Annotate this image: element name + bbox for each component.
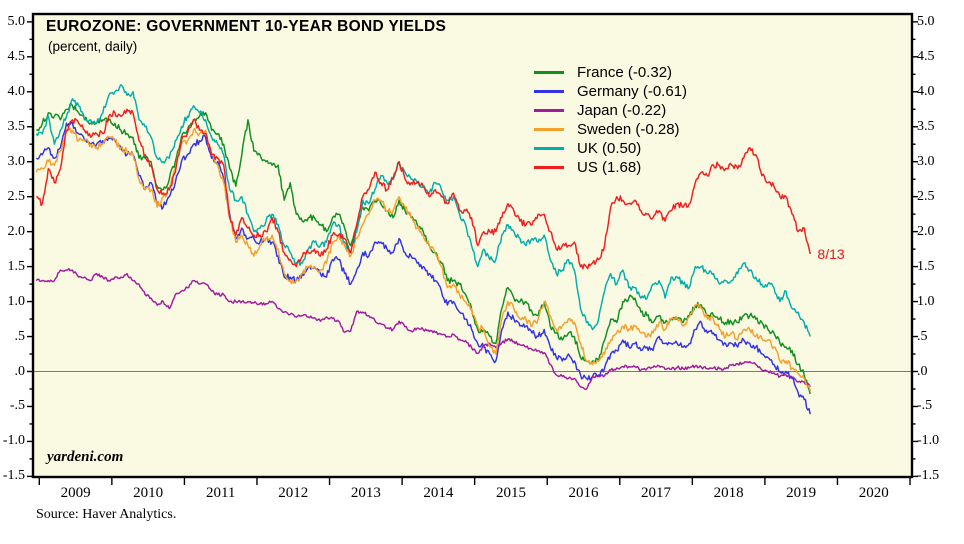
- legend: France (-0.32) Germany (-0.61) Japan (-0…: [534, 63, 687, 177]
- series-line-germany: [35, 121, 811, 415]
- x-axis-label-2013: 2013: [350, 485, 381, 501]
- x-axis-label-2016: 2016: [568, 485, 599, 501]
- y-axis-label-right: -.5: [917, 398, 933, 414]
- y-axis-label-left: 1.0: [7, 293, 26, 309]
- legend-item-germany: Germany (-0.61): [534, 82, 687, 101]
- y-axis-label-right: 5.0: [917, 13, 935, 29]
- legend-label-japan: Japan (-0.22): [577, 102, 667, 119]
- legend-line-sweden: [534, 128, 564, 131]
- legend-item-france: France (-0.32): [534, 63, 687, 82]
- x-axis-label-2015: 2015: [495, 485, 526, 501]
- y-axis-label-left: -1.5: [2, 468, 25, 484]
- latest-date-annotation: 8/13: [817, 246, 845, 263]
- legend-item-us: US (1.68): [534, 158, 687, 177]
- y-axis-label-right: .5: [917, 328, 928, 344]
- legend-item-uk: UK (0.50): [534, 139, 687, 158]
- x-axis-label-2017: 2017: [641, 485, 672, 501]
- x-axis-label-2010: 2010: [133, 485, 164, 501]
- legend-label-sweden: Sweden (-0.28): [577, 121, 680, 138]
- y-axis-label-right: 4.5: [917, 48, 935, 64]
- y-axis-label-left: 3.0: [7, 153, 26, 169]
- legend-line-uk: [534, 147, 564, 150]
- watermark: yardeni.com: [47, 449, 124, 465]
- y-axis-label-right: 2.5: [917, 188, 935, 204]
- series-line-sweden: [35, 127, 811, 392]
- legend-line-germany: [534, 90, 564, 93]
- x-axis-label-2019: 2019: [786, 485, 817, 501]
- y-axis-label-left: 4.0: [7, 83, 26, 99]
- x-axis-label-2018: 2018: [713, 485, 744, 501]
- plot-background: [33, 14, 912, 477]
- x-axis-label-2012: 2012: [278, 485, 309, 501]
- x-axis-label-2020: 2020: [858, 485, 889, 501]
- legend-item-sweden: Sweden (-0.28): [534, 120, 687, 139]
- y-axis-label-left: 2.0: [7, 223, 26, 239]
- x-axis-label-2009: 2009: [60, 485, 91, 501]
- legend-label-us: US (1.68): [577, 159, 642, 176]
- y-axis-label-left: .5: [14, 328, 26, 344]
- y-axis-label-right: 4.0: [917, 83, 935, 99]
- y-axis-label-right: 2.0: [917, 223, 935, 239]
- x-axis-label-2014: 2014: [423, 485, 454, 501]
- y-axis-label-left: 1.5: [7, 258, 26, 274]
- y-axis-label-left: 5.0: [7, 13, 26, 29]
- y-axis-label-right: .0: [917, 363, 928, 379]
- y-axis-label-right: 3.0: [917, 153, 935, 169]
- y-axis-label-left: 2.5: [7, 188, 26, 204]
- y-axis-label-right: 1.5: [917, 258, 935, 274]
- legend-label-germany: Germany (-0.61): [577, 83, 688, 100]
- y-axis-label-left: 4.5: [7, 48, 26, 64]
- y-axis-label-left: .0: [14, 363, 26, 379]
- legend-label-france: France (-0.32): [577, 64, 673, 81]
- legend-label-uk: UK (0.50): [577, 140, 642, 157]
- legend-item-japan: Japan (-0.22): [534, 101, 687, 120]
- plot-frame: [31, 12, 914, 479]
- y-axis-label-left: -1.0: [2, 433, 25, 449]
- y-axis-label-right: -1.5: [917, 468, 940, 484]
- y-axis-label-right: 1.0: [917, 293, 935, 309]
- chart-subtitle: (percent, daily): [48, 39, 138, 54]
- series-line-france: [36, 102, 811, 395]
- y-axis-label-left: 3.5: [7, 118, 26, 134]
- y-axis-label-left: -.5: [9, 398, 25, 414]
- legend-line-us: [534, 166, 564, 169]
- y-axis-label-right: 3.5: [917, 118, 935, 134]
- chart-title: EUROZONE: GOVERNMENT 10-YEAR BOND YIELDS: [46, 18, 447, 35]
- x-axis-label-2011: 2011: [205, 485, 236, 501]
- series-line-japan: [35, 267, 811, 391]
- legend-line-france: [534, 71, 564, 74]
- legend-line-japan: [534, 109, 564, 112]
- series-line-us: [36, 108, 811, 270]
- y-axis-label-right: -1.0: [917, 433, 940, 449]
- source-note: Source: Haver Analytics.: [36, 507, 177, 522]
